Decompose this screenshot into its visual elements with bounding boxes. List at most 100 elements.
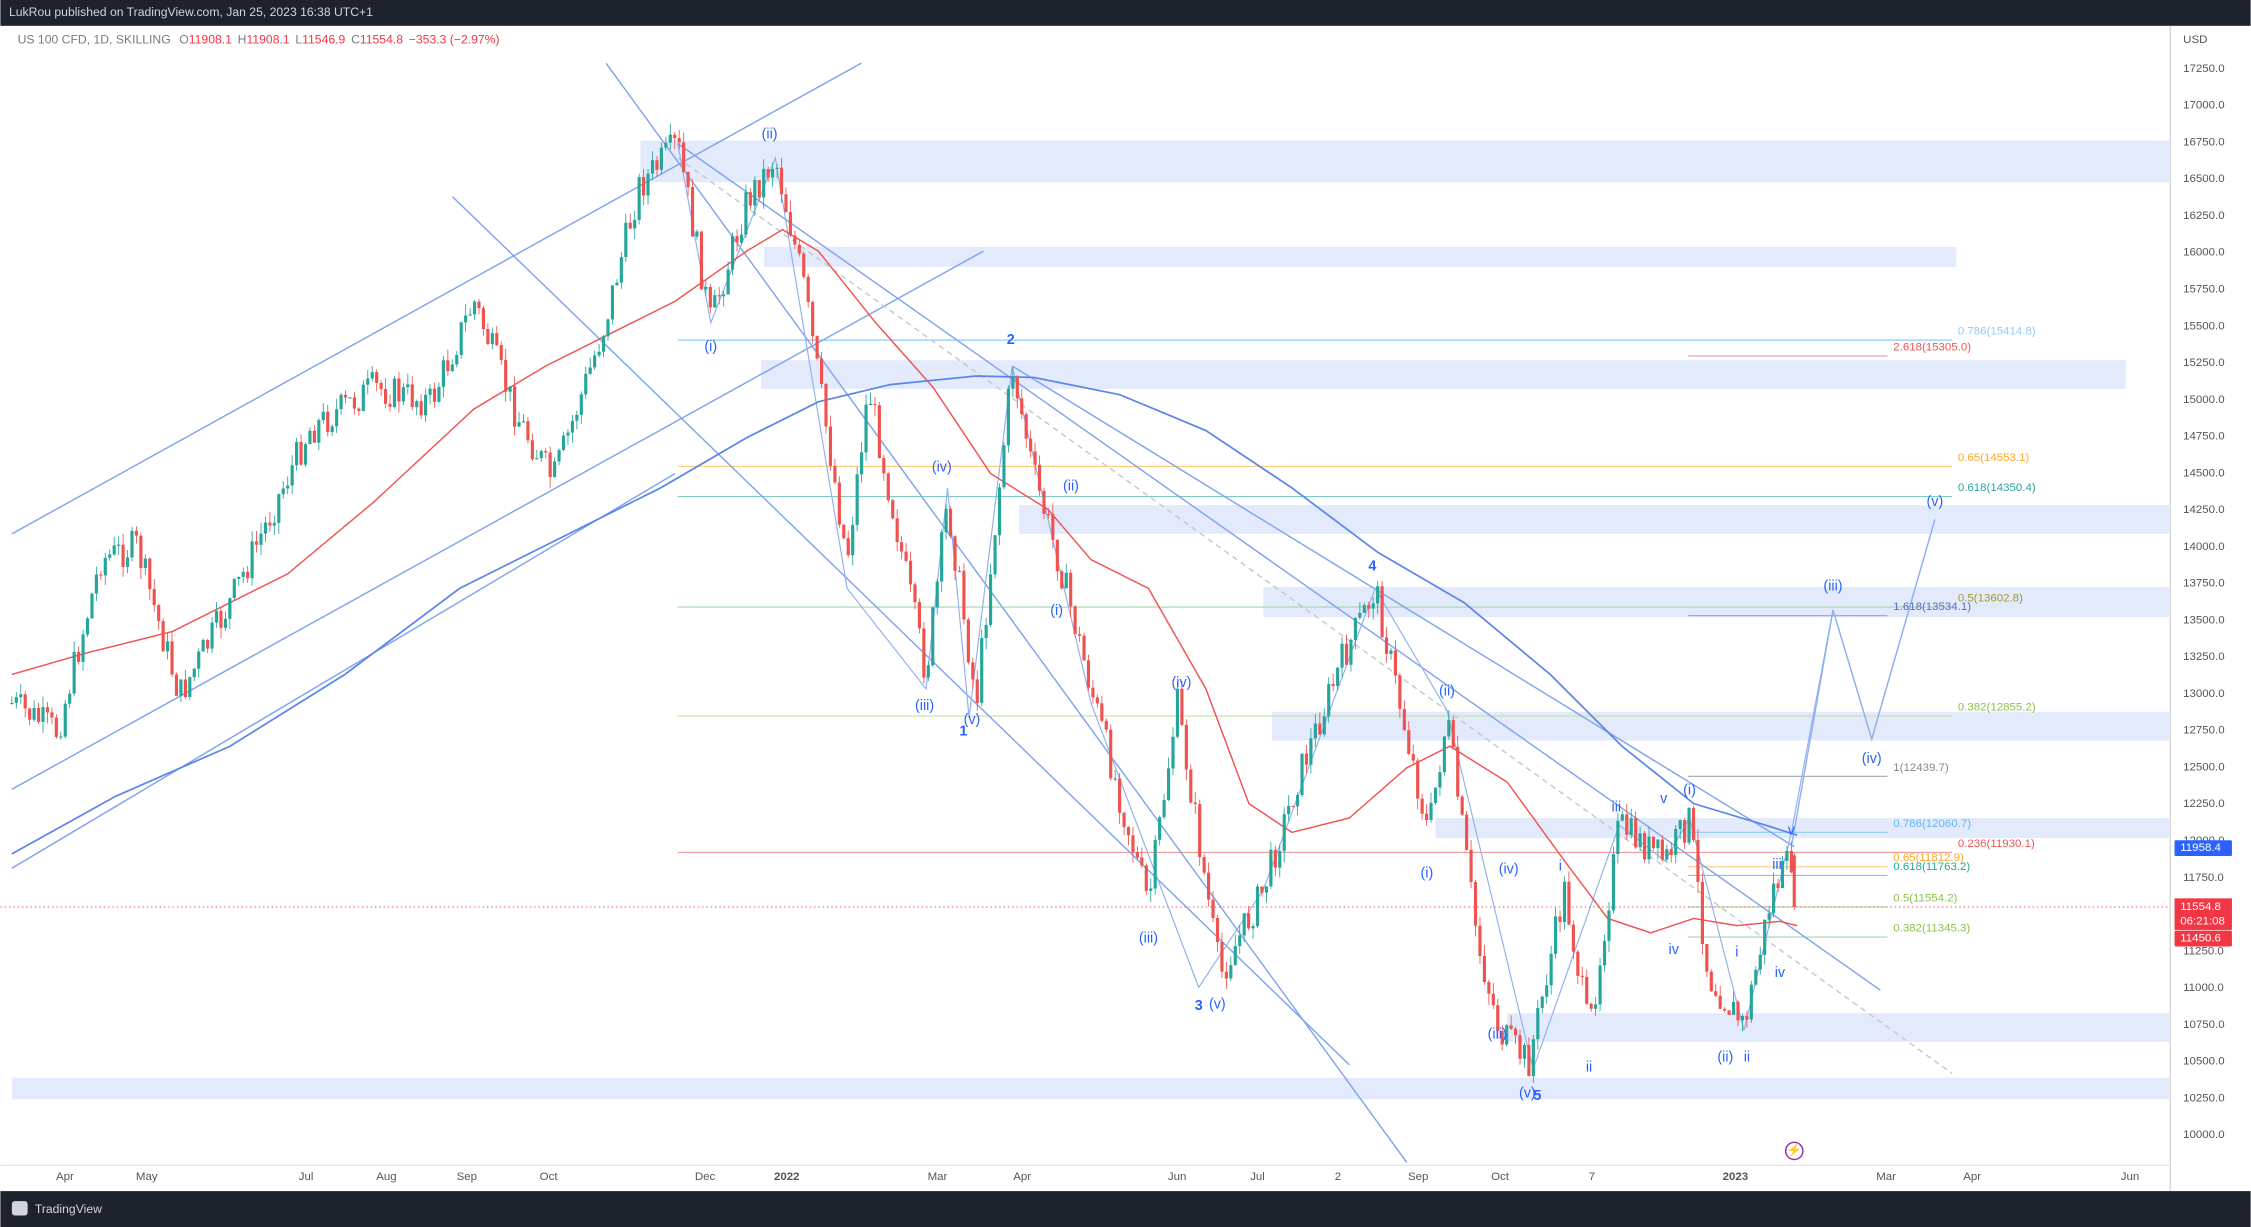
price-tick-label: 10750.0 [2183, 1019, 2224, 1031]
candle-body [281, 488, 285, 495]
candle-body [1233, 946, 1237, 966]
candle-body [713, 295, 717, 308]
candle-body [948, 508, 953, 537]
candle-body [77, 651, 81, 662]
low-price-badge-bg [2174, 930, 2232, 947]
candle-body [570, 420, 574, 433]
time-tick-label: Jul [299, 1171, 314, 1183]
time-tick-label: Jun [2121, 1171, 2140, 1183]
candle-body [1607, 910, 1611, 941]
candle-body [1718, 995, 1722, 1009]
time-tick-label: Sep [457, 1171, 477, 1183]
candle-body [1318, 723, 1322, 735]
candle-body [1371, 603, 1375, 609]
time-tick-label: Oct [1491, 1171, 1510, 1183]
candle-body [1309, 738, 1313, 765]
candle-body [1189, 769, 1193, 803]
candle-body [1242, 913, 1246, 936]
candle-body [1656, 839, 1660, 849]
candle-body [1714, 991, 1718, 996]
candle-body [1478, 925, 1482, 956]
candle-body [1776, 883, 1780, 889]
candle-body [1500, 1031, 1504, 1045]
candle-body [1064, 572, 1068, 589]
candle-body [1665, 849, 1669, 860]
price-tick-label: 14250.0 [2183, 504, 2224, 516]
fib-label: 1(12439.7) [1893, 762, 1949, 774]
candle-body [152, 589, 156, 606]
candle-body [1193, 802, 1197, 805]
candle-body [1015, 376, 1019, 399]
wave-label: (i) [1050, 603, 1063, 619]
candle-body [219, 610, 223, 628]
time-tick-label: Jul [1250, 1171, 1265, 1183]
ma-50 [11, 228, 1798, 934]
candle-body [1153, 839, 1157, 889]
candle-body [1304, 753, 1309, 765]
footer-bar [0, 1191, 2251, 1227]
candle-body [317, 420, 321, 443]
candle-body [1322, 716, 1326, 735]
candle-body [1264, 886, 1269, 893]
wave-label: 3 [1195, 998, 1203, 1014]
candle-body [1060, 571, 1064, 589]
candle-body [664, 142, 668, 148]
fib-label: 0.5(11554.2) [1893, 892, 1957, 904]
zone [1507, 1013, 2171, 1042]
fib-label: 0.65(14553.1) [1958, 452, 2030, 464]
candle-body [1166, 768, 1171, 800]
event-icon[interactable] [1784, 1141, 1804, 1161]
candle-body [188, 677, 192, 698]
candle-body [1709, 971, 1713, 992]
candle-body [1429, 802, 1433, 820]
currency: USD [2183, 34, 2207, 46]
candle-body [1691, 807, 1696, 840]
candle-body [971, 662, 975, 680]
candle-body [1442, 736, 1446, 773]
time-tick-label: Jun [1168, 1171, 1186, 1183]
candle-body [868, 403, 873, 406]
candle-body [1674, 828, 1678, 855]
candle-body [1425, 813, 1429, 820]
candle-body [1678, 820, 1682, 829]
candle-body [450, 364, 454, 372]
wave-label: (iii) [1823, 579, 1842, 595]
candle-body [802, 253, 806, 277]
candle-body [1362, 605, 1366, 613]
candle-body [14, 697, 18, 703]
candle-body [842, 524, 846, 539]
price-tick-label: 10500.0 [2183, 1056, 2224, 1068]
candle-body [1789, 850, 1793, 873]
candle-body [268, 522, 272, 526]
candle-body [1473, 882, 1478, 926]
time-tick-label: Mar [1876, 1171, 1896, 1183]
candle-body [437, 386, 441, 402]
trend-line [1011, 365, 1795, 848]
candle-body [806, 276, 810, 302]
candle-body [375, 372, 379, 383]
candle-body [1162, 799, 1166, 818]
candle-body [1522, 1044, 1527, 1059]
candle-body [1505, 1025, 1509, 1045]
price-tick-label: 13750.0 [2183, 578, 2224, 590]
candle-body [1740, 1015, 1745, 1021]
candle-body [134, 530, 139, 536]
candle-body [1780, 860, 1785, 889]
price-tick-label: 15000.0 [2183, 394, 2224, 406]
candle-body [197, 651, 201, 669]
candle-body [72, 651, 76, 694]
candle-body [828, 426, 833, 466]
candle-body [553, 461, 557, 477]
candle-body [1255, 886, 1260, 927]
candle-body [1642, 833, 1647, 860]
candle-body [263, 522, 268, 534]
candle-body [1585, 976, 1589, 1004]
zone [640, 140, 2171, 183]
fib-label: 0.786(15414.8) [1958, 326, 2036, 338]
candle-body [1540, 996, 1544, 1008]
candle-body [557, 449, 561, 462]
candle-body [446, 360, 450, 372]
candle-body [953, 536, 957, 571]
candle-body [508, 386, 512, 392]
candle-body [1731, 1001, 1736, 1015]
